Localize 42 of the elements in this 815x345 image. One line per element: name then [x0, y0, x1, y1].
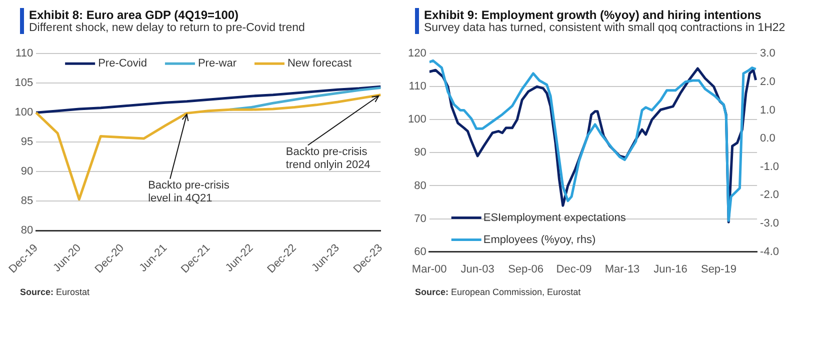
y-tick-label: 95	[20, 136, 34, 148]
legend-label: Employees (%yoy, rhs)	[483, 234, 596, 246]
y-tick-label: 100	[408, 114, 426, 126]
annotation: Backto pre-crisis level in 4Q21	[148, 179, 230, 204]
y-tick-label: 85	[20, 195, 34, 208]
x-tick-label: Dec-09	[556, 263, 592, 276]
legend-label: Pre-Covid	[98, 58, 147, 70]
y2-tick-label: -1.0	[760, 160, 780, 173]
y-tick-label: 70	[414, 212, 426, 225]
chart-subtitle: Different shock, new delay to return to pre-Covid trend	[29, 22, 305, 34]
y-tick-label: 110	[16, 48, 34, 60]
chart-title: Exhibit 8: Euro area GDP (4Q19=100)	[29, 8, 240, 22]
y-tick-label: 110	[408, 80, 426, 93]
chart-subtitle: Survey data has turned, consistent with small qoq contractions in 1H22	[424, 22, 786, 34]
y2-tick-label: 2.0	[760, 76, 776, 88]
legend-label: ESIemployment expectations	[483, 212, 626, 224]
x-tick-label: Mar-13	[604, 263, 640, 276]
y2-tick-label: -2.0	[760, 189, 780, 202]
y-tick-label: 100	[14, 106, 34, 119]
y-tick-label: 80	[414, 180, 426, 192]
source-note: Source: Eurostat	[20, 287, 91, 297]
x-tick-label: Mar-00	[412, 263, 447, 276]
y-tick-label: 60	[414, 246, 426, 258]
source-note: Source: European Commission, Eurostat	[415, 287, 582, 297]
annotation: Backto pre-crisis trend onlyin 2024	[286, 146, 370, 171]
x-tick-label: Jun-03	[460, 263, 494, 276]
y2-tick-label: 1.0	[760, 104, 776, 116]
x-tick-label: Jun-16	[654, 263, 688, 276]
legend-label: Pre-war	[198, 58, 237, 70]
x-tick-label: Sep-06	[508, 263, 544, 276]
y-tick-label: 90	[20, 166, 34, 178]
y-tick-label: 105	[14, 77, 34, 90]
y-tick-label: 90	[414, 146, 426, 159]
y2-tick-label: 3.0	[760, 48, 776, 60]
y2-tick-label: -4.0	[760, 246, 780, 258]
legend-label: New forecast	[287, 58, 352, 70]
y-tick-label: 120	[408, 48, 426, 60]
y-tick-label: 80	[20, 224, 34, 237]
x-tick-label: Sep-19	[700, 263, 736, 276]
chart-title: Exhibit 9: Employment growth (%yoy) and hiring intentions	[424, 8, 762, 22]
y2-tick-label: 0.0	[760, 132, 776, 145]
y2-tick-label: -3.0	[760, 218, 780, 230]
